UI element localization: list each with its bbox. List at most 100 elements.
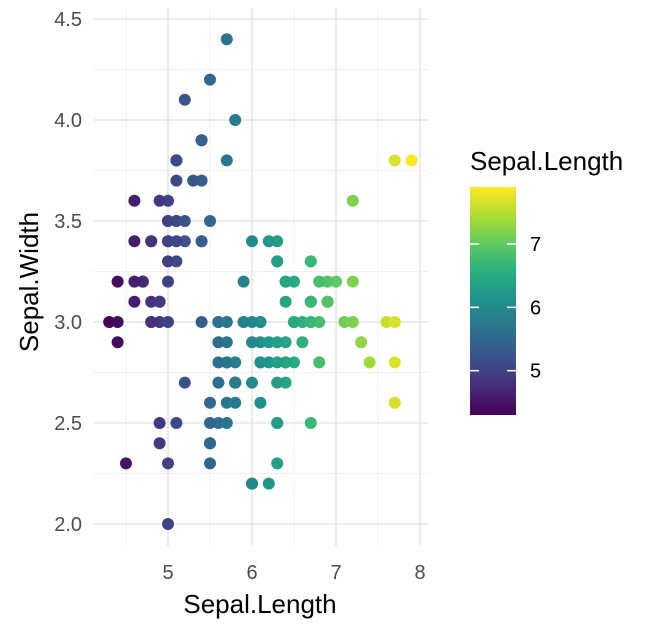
data-point [304, 255, 317, 268]
data-point [254, 316, 267, 328]
data-point [313, 275, 326, 288]
data-point [204, 396, 216, 409]
data-point [279, 275, 292, 288]
data-point [254, 396, 267, 409]
data-point [229, 396, 242, 409]
data-point [254, 336, 267, 349]
data-point [288, 316, 300, 328]
data-point [220, 396, 233, 409]
data-point [296, 316, 309, 328]
data-points [103, 33, 418, 530]
legend-tick-label: 7 [530, 234, 541, 256]
y-axis-title: Sepal.Width [14, 212, 44, 352]
data-point [153, 194, 166, 207]
x-axis-ticks: 5 6 7 8 [162, 562, 425, 584]
data-point [304, 417, 317, 429]
data-point [262, 235, 275, 248]
data-point [237, 275, 250, 288]
data-point [388, 316, 401, 328]
data-point [153, 417, 166, 429]
data-point [187, 174, 200, 187]
y-tick-label: 3.5 [54, 211, 82, 233]
data-point [246, 376, 258, 389]
data-point [229, 376, 242, 389]
data-point [145, 316, 158, 328]
data-point [321, 295, 334, 308]
data-point [103, 316, 116, 328]
data-point [195, 134, 208, 147]
data-point [162, 235, 174, 248]
data-point [262, 477, 275, 490]
data-point [153, 316, 166, 328]
data-point [212, 336, 225, 349]
x-axis-title: Sepal.Length [183, 589, 336, 619]
data-point [330, 275, 342, 288]
data-point [145, 235, 158, 248]
data-point [279, 295, 292, 308]
data-point [153, 295, 166, 308]
data-point [162, 518, 174, 530]
data-point [388, 356, 401, 369]
data-point [220, 356, 233, 369]
data-point [246, 316, 258, 328]
data-point [246, 235, 258, 248]
data-point [279, 336, 292, 349]
legend-tick-label: 6 [530, 297, 541, 319]
data-point [254, 356, 267, 369]
data-point [304, 316, 317, 328]
data-point [271, 336, 284, 349]
data-point [220, 33, 233, 46]
data-point [271, 417, 284, 429]
data-point [271, 457, 284, 470]
x-tick-label: 5 [162, 562, 173, 584]
data-point [128, 295, 141, 308]
data-point [262, 336, 275, 349]
data-point [120, 457, 132, 470]
grid [94, 8, 428, 546]
data-point [162, 457, 174, 470]
data-point [346, 275, 359, 288]
data-point [204, 417, 216, 429]
data-point [128, 235, 141, 248]
data-point [279, 356, 292, 369]
data-point [212, 376, 225, 389]
data-point [220, 154, 233, 167]
data-point [346, 316, 359, 328]
data-point [229, 356, 242, 369]
data-point [204, 457, 216, 470]
data-point [380, 316, 393, 328]
data-point [313, 316, 326, 328]
data-point [170, 154, 183, 167]
data-point [162, 316, 174, 328]
data-point [313, 356, 326, 369]
data-point [304, 295, 317, 308]
data-point [212, 417, 225, 429]
data-point [136, 275, 149, 288]
data-point [288, 356, 300, 369]
data-point [246, 336, 258, 349]
data-point [220, 316, 233, 328]
data-point [220, 417, 233, 429]
y-tick-label: 4.0 [54, 110, 82, 132]
data-point [388, 154, 401, 167]
data-point [237, 316, 250, 328]
data-point [195, 174, 208, 187]
data-point [271, 255, 284, 268]
data-point [195, 316, 208, 328]
data-point [355, 336, 368, 349]
data-point [388, 396, 401, 409]
data-point [212, 316, 225, 328]
data-point [178, 235, 191, 248]
legend-colorbar [470, 187, 516, 415]
data-point [271, 356, 284, 369]
data-point [162, 255, 174, 268]
data-point [271, 235, 284, 248]
data-point [170, 417, 183, 429]
data-point [178, 376, 191, 389]
data-point [111, 316, 124, 328]
x-tick-label: 7 [330, 562, 341, 584]
data-point [204, 73, 216, 86]
data-point [338, 316, 351, 328]
data-point [279, 376, 292, 389]
